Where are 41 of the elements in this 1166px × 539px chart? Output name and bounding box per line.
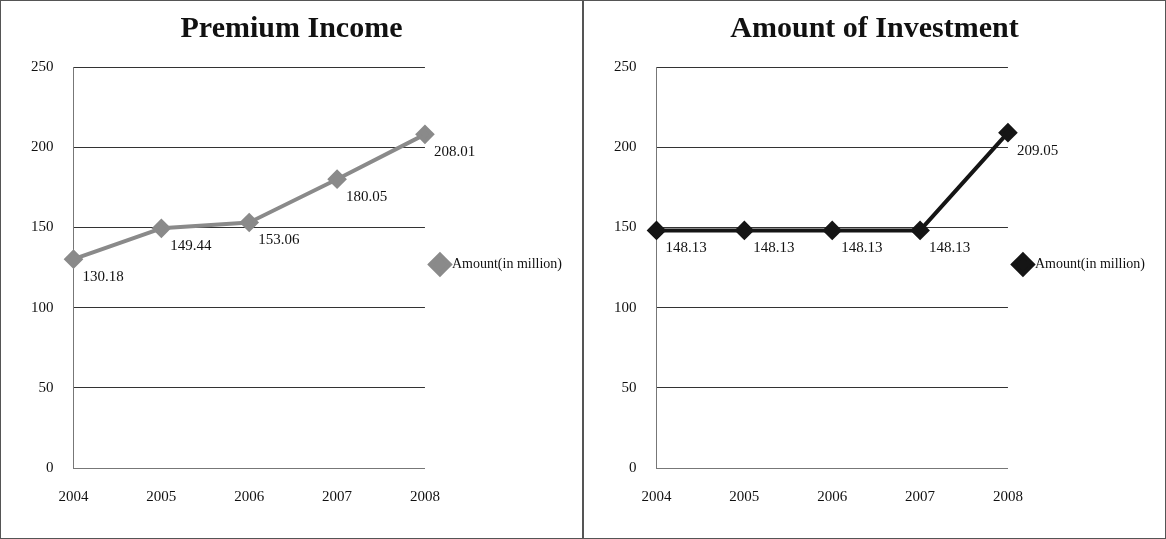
x-tick-label: 2007 bbox=[905, 487, 936, 504]
x-tick-label: 2005 bbox=[729, 487, 760, 504]
y-tick-label: 200 bbox=[31, 138, 54, 155]
point bbox=[415, 125, 434, 144]
y-tick-label: 100 bbox=[31, 298, 54, 315]
y-tick-label: 50 bbox=[621, 378, 637, 395]
data-label: 153.06 bbox=[258, 231, 300, 248]
point bbox=[152, 219, 171, 238]
data-label: 208.01 bbox=[433, 143, 476, 160]
x-tick-label: 2006 bbox=[234, 487, 265, 504]
x-tick-label: 2004 bbox=[58, 487, 89, 504]
x-tick-label: 2008 bbox=[992, 487, 1023, 504]
point bbox=[64, 250, 83, 269]
y-tick-label: 200 bbox=[614, 138, 637, 155]
y-tick-label: 0 bbox=[629, 458, 637, 475]
y-tick-label: 100 bbox=[614, 298, 637, 315]
y-tick-label: 150 bbox=[31, 218, 54, 235]
y-tick-label: 250 bbox=[614, 57, 637, 74]
y-tick-label: 150 bbox=[614, 218, 637, 235]
legend-label: Amount(in million) bbox=[451, 256, 563, 273]
chart-title: Premium Income bbox=[180, 9, 403, 43]
data-label: 149.44 bbox=[170, 237, 213, 254]
y-tick-label: 250 bbox=[31, 57, 54, 74]
y-tick-label: 0 bbox=[46, 458, 54, 475]
point bbox=[328, 170, 347, 189]
point bbox=[240, 213, 259, 232]
data-label: 130.18 bbox=[82, 268, 124, 285]
data-label: 148.13 bbox=[753, 239, 795, 256]
x-tick-label: 2005 bbox=[146, 487, 177, 504]
x-tick-label: 2007 bbox=[322, 487, 353, 504]
x-tick-label: 2006 bbox=[817, 487, 848, 504]
chart-title: Amount of Investment bbox=[730, 9, 1019, 43]
data-label: 148.13 bbox=[841, 239, 883, 256]
data-label: 209.05 bbox=[1016, 141, 1059, 158]
x-tick-label: 2008 bbox=[409, 487, 440, 504]
data-label: 148.13 bbox=[929, 239, 971, 256]
legend-label: Amount(in million) bbox=[1034, 256, 1146, 273]
x-tick-label: 2004 bbox=[641, 487, 672, 504]
data-label: 148.13 bbox=[665, 239, 707, 256]
data-label: 180.05 bbox=[346, 188, 388, 205]
y-tick-label: 50 bbox=[38, 378, 54, 395]
